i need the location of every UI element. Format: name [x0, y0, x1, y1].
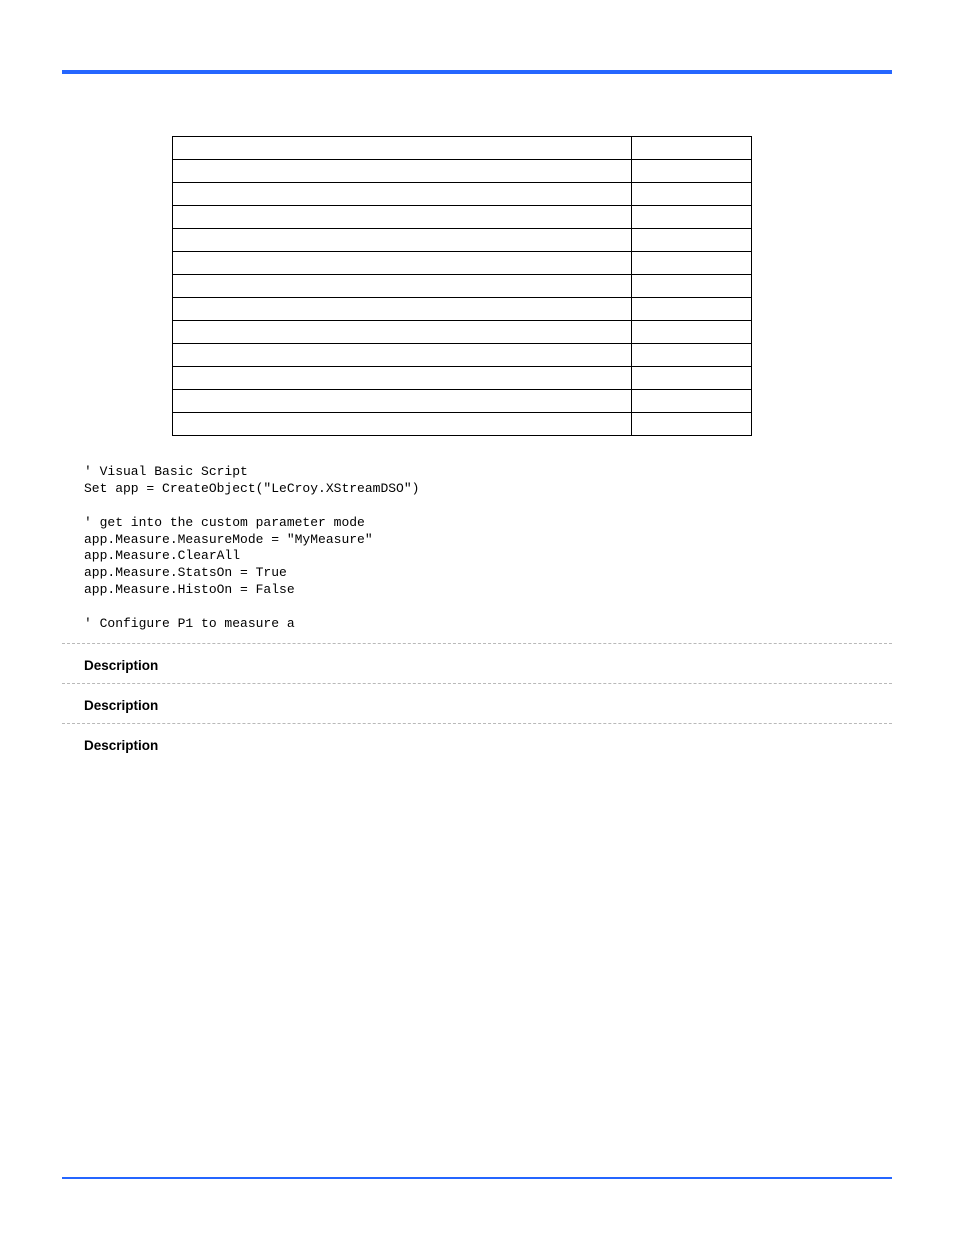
table-cell [173, 390, 632, 413]
table-row [173, 321, 752, 344]
table-cell [173, 298, 632, 321]
table-row [173, 206, 752, 229]
header-rule [62, 70, 892, 74]
description-heading: Description [84, 698, 892, 713]
table-row [173, 183, 752, 206]
table-cell [173, 183, 632, 206]
table-row [173, 275, 752, 298]
table-cell [632, 206, 752, 229]
table-row [173, 367, 752, 390]
description-heading: Description [84, 738, 892, 753]
page-footer [62, 1177, 892, 1185]
table-cell [632, 275, 752, 298]
table-cell [173, 206, 632, 229]
document-page: ' Visual Basic Script Set app = CreateOb… [0, 0, 954, 1235]
table-row [173, 390, 752, 413]
table-cell [173, 275, 632, 298]
table-cell [173, 229, 632, 252]
section-separator [62, 683, 892, 684]
table-cell [632, 413, 752, 436]
table-row [173, 298, 752, 321]
table-row [173, 252, 752, 275]
code-example: ' Visual Basic Script Set app = CreateOb… [84, 464, 892, 633]
table-row [173, 229, 752, 252]
parameter-table-wrap [172, 136, 832, 436]
table-row [173, 137, 752, 160]
table-cell [173, 252, 632, 275]
footer-rule [62, 1177, 892, 1179]
table-cell [632, 344, 752, 367]
table-cell [173, 413, 632, 436]
table-cell [173, 321, 632, 344]
table-cell [632, 137, 752, 160]
section-separator [62, 643, 892, 644]
table-cell [632, 229, 752, 252]
parameter-table [172, 136, 752, 436]
table-cell [173, 344, 632, 367]
table-cell [632, 367, 752, 390]
table-cell [632, 321, 752, 344]
table-cell [173, 160, 632, 183]
table-cell [632, 390, 752, 413]
table-row [173, 160, 752, 183]
table-cell [632, 298, 752, 321]
table-row [173, 413, 752, 436]
table-cell [632, 183, 752, 206]
table-row [173, 344, 752, 367]
section-separator [62, 723, 892, 724]
table-cell [173, 367, 632, 390]
table-cell [632, 160, 752, 183]
table-cell [632, 252, 752, 275]
table-cell [173, 137, 632, 160]
description-heading: Description [84, 658, 892, 673]
